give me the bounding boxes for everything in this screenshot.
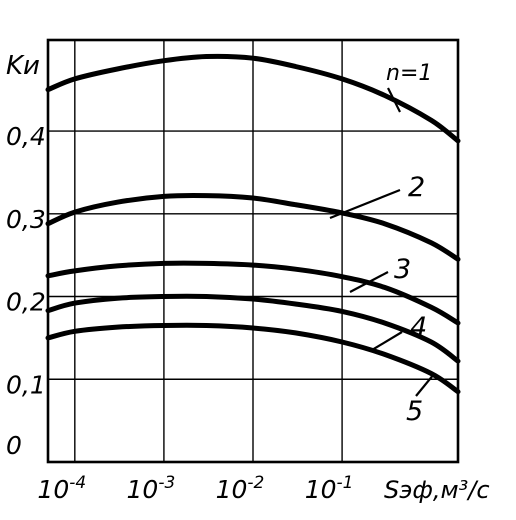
series-line-5 <box>45 322 461 395</box>
series-label-1: n=1 <box>386 61 432 86</box>
series-leader-lines <box>329 87 435 397</box>
y-axis-label: Kи <box>6 51 40 81</box>
y-tick-label: 0 <box>6 431 22 460</box>
series-leader-3 <box>349 271 389 293</box>
x-tick-label: 10-2 <box>216 473 265 504</box>
y-tick-label: 0,4 <box>6 122 46 151</box>
grid <box>46 38 460 464</box>
series-line-3 <box>45 260 461 326</box>
series-label-3: 3 <box>394 254 411 285</box>
series-label-5: 5 <box>406 396 423 427</box>
series-label-4: 4 <box>410 312 427 343</box>
series-leader-2 <box>329 188 401 220</box>
y-tick-label: 0,3 <box>6 205 46 234</box>
series-line-1 <box>45 53 461 144</box>
series-lines <box>45 53 461 395</box>
x-tick-label: 10-1 <box>305 473 354 504</box>
series-leader-1 <box>387 87 401 113</box>
series-leader-4 <box>371 331 403 351</box>
series-label-2: 2 <box>408 172 425 203</box>
labels: 10-4 10-3 10-2 10-1 0 0,1 0,2 0,3 0,4 Kи Sэф,м³/с n… <box>6 51 490 504</box>
series-leader-5 <box>415 373 435 397</box>
y-tick-label: 0,1 <box>6 370 46 399</box>
x-tick-label: 10-3 <box>127 473 176 504</box>
x-tick-label: 10-4 <box>37 473 86 504</box>
x-axis-label: Sэф,м³/с <box>384 476 490 504</box>
series-line-4 <box>45 293 461 364</box>
y-tick-label: 0,2 <box>6 288 46 317</box>
series-line-2 <box>45 192 461 262</box>
